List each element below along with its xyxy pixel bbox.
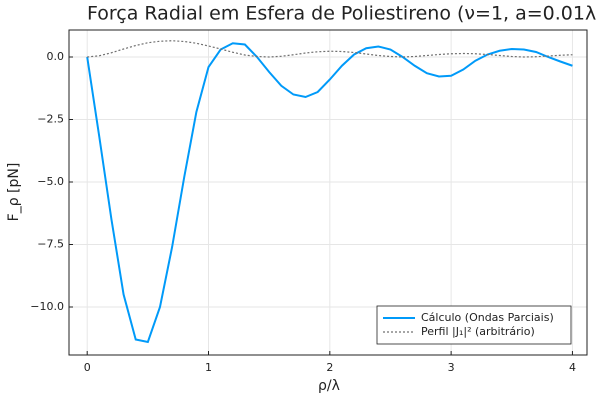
chart-title: Força Radial em Esfera de Poliestireno (…: [87, 3, 596, 25]
x-tick-label: 1: [205, 361, 212, 374]
y-tick-label: 0.0: [47, 50, 65, 63]
x-tick-label: 3: [448, 361, 455, 374]
plot-frame: [68, 29, 588, 356]
x-tick-label: 0: [84, 361, 91, 374]
x-tick-label: 2: [326, 361, 333, 374]
y-axis-label: F_ρ [pN]: [6, 163, 22, 222]
x-axis-label: ρ/λ: [318, 378, 340, 394]
y-tick-label: −5.0: [37, 175, 64, 188]
legend-label: Perfil |J₁|² (arbitrário): [421, 325, 535, 338]
y-tick-label: −7.5: [37, 238, 64, 251]
x-tick-label: 4: [569, 361, 576, 374]
y-tick-label: −2.5: [37, 113, 64, 126]
series-line: [87, 40, 573, 58]
legend-box: [376, 305, 572, 345]
series-line: [86, 42, 573, 344]
legend-label: Cálculo (Ondas Parciais): [421, 311, 554, 324]
y-tick-label: −10.0: [30, 300, 64, 313]
